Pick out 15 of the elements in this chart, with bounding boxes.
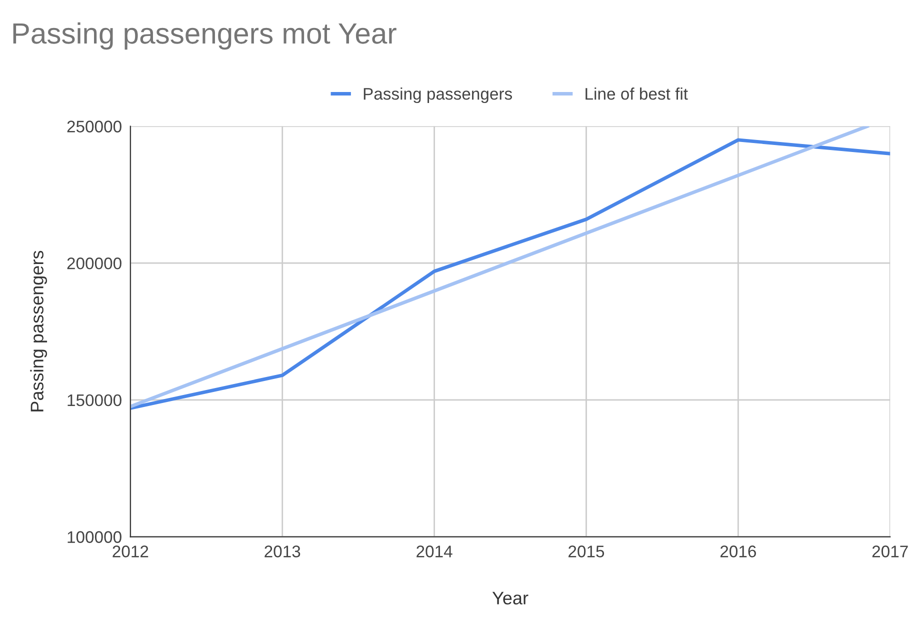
y-axis-title: Passing passengers (30, 250, 48, 412)
legend-label: Line of best fit (586, 88, 688, 100)
y-tick-label: 200000 (67, 258, 122, 270)
x-axis-title: Year (492, 592, 528, 604)
y-tick-label: 250000 (67, 120, 122, 132)
y-tick-label: 100000 (68, 531, 122, 543)
x-tick-label: 2012 (112, 546, 148, 558)
x-tick-label: 2014 (416, 546, 452, 558)
x-tick-label: 2016 (720, 546, 756, 558)
y-tick-label: 150000 (68, 394, 122, 406)
x-tick-label: 2017 (872, 546, 908, 558)
legend-label: Passing passengers (364, 88, 512, 104)
x-tick-label: 2013 (264, 546, 300, 558)
x-tick-label: 2015 (568, 546, 604, 558)
chart-title: Passing passengers mot Year (13, 22, 396, 50)
